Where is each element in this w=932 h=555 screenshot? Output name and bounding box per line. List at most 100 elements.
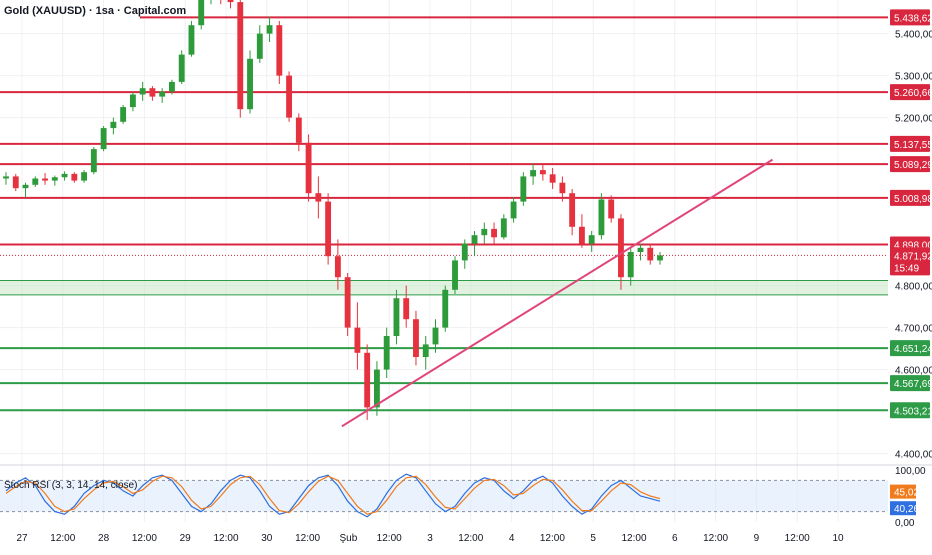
x-tick-label: 12:00 (295, 533, 320, 544)
candle-body (325, 201, 332, 257)
candle-body (71, 173, 78, 181)
candle-body (286, 75, 293, 118)
level-price-label: 4.503,21 (894, 406, 932, 417)
level-price-label-bg (890, 135, 930, 152)
candle-body (22, 184, 29, 189)
candle-body (247, 58, 253, 110)
candle-body (354, 327, 361, 353)
stoch-y-tick-label: 100,00 (895, 466, 926, 477)
y-tick-label: 4.700,00 (895, 324, 932, 335)
stoch-title: Stoch RSI (3, 3, 14, 14, close) (4, 480, 137, 491)
candle-body (530, 170, 537, 177)
level-price-label: 5.089,29 (894, 160, 932, 171)
candle-body (227, 0, 234, 3)
x-tick-label: 6 (672, 533, 678, 544)
candle-body (169, 81, 175, 92)
x-tick-label: 29 (180, 533, 192, 544)
candle-body (452, 260, 458, 290)
candle-body (491, 228, 497, 238)
candle-body (383, 336, 390, 370)
last-price-label-bg (890, 247, 930, 276)
candle-body (120, 107, 127, 122)
candle-body (657, 255, 663, 261)
level-price-label: 5.438,62 (894, 13, 932, 24)
candle-body (471, 235, 478, 244)
candle-body (315, 193, 322, 202)
candle-body (627, 252, 634, 278)
x-tick-label: 12:00 (377, 533, 402, 544)
candle-body (500, 218, 507, 238)
x-tick-label: 12:00 (50, 533, 75, 544)
candle-body (61, 173, 68, 178)
level-price-label: 5.137,55 (894, 140, 932, 151)
candle-body (42, 178, 48, 181)
level-price-label: 5.008,98 (894, 194, 932, 205)
candle-body (569, 193, 576, 227)
level-price-label-bg (890, 9, 930, 26)
x-tick-label: 12:00 (458, 533, 483, 544)
candle-body (588, 235, 595, 244)
candle-body (344, 277, 351, 328)
candle-body (422, 344, 429, 357)
candle-body (403, 298, 410, 320)
candle-body (276, 25, 283, 76)
candle-body (520, 176, 527, 202)
candle-body (549, 174, 556, 183)
stoch-value-label: 40,26 (894, 504, 919, 515)
y-tick-label: 5.200,00 (895, 114, 932, 125)
x-tick-label: 12:00 (213, 533, 238, 544)
level-price-label-bg (890, 84, 930, 101)
candle-body (608, 199, 615, 219)
level-price-label-bg (890, 156, 930, 173)
candle-body (266, 25, 273, 34)
x-tick-label: 12:00 (785, 533, 810, 544)
candle-body (198, 0, 205, 26)
candle-body (159, 91, 166, 97)
x-tick-label: 27 (16, 533, 28, 544)
y-tick-label: 4.400,00 (895, 450, 932, 461)
candle-body (100, 128, 107, 150)
candle-body (481, 228, 488, 236)
candle-body (637, 247, 644, 252)
y-tick-label: 5.300,00 (895, 72, 932, 83)
candle-body (539, 170, 546, 175)
candle-body (3, 176, 9, 179)
candle-body (578, 226, 585, 244)
candle-body (12, 176, 19, 189)
candle-body (510, 201, 517, 219)
candle-body (559, 182, 566, 194)
stoch-series-D (5, 475, 661, 515)
candle-body (81, 172, 88, 181)
x-tick-label: 28 (98, 533, 110, 544)
level-price-label: 5.260,66 (894, 88, 932, 99)
x-tick-label: 12:00 (703, 533, 728, 544)
candle-body (432, 327, 439, 345)
candle-body (461, 243, 468, 261)
x-tick-label: 12:00 (132, 533, 157, 544)
candle-body (647, 247, 654, 261)
candle-body (32, 178, 39, 185)
x-tick-label: 5 (590, 533, 596, 544)
candle-body (51, 177, 58, 181)
candle-body (364, 352, 371, 408)
level-price-label: 4.898,00 (894, 240, 932, 251)
level-price-label: 4.651,24 (894, 344, 932, 355)
candle-body (237, 2, 244, 110)
candle-body (598, 199, 605, 236)
y-tick-label: 5.400,00 (895, 30, 932, 41)
x-tick-label: Şub (340, 533, 358, 544)
x-tick-label: 4 (509, 533, 515, 544)
candle-body (413, 319, 419, 357)
level-price-label-bg (890, 340, 930, 357)
x-tick-label: 3 (427, 533, 433, 544)
candle-body (442, 289, 449, 328)
x-tick-label: 30 (261, 533, 273, 544)
candle-body (149, 88, 156, 97)
y-tick-label: 4.800,00 (895, 282, 932, 293)
level-price-label-bg (890, 189, 930, 206)
level-price-label: 4.567,69 (894, 379, 932, 390)
candle-body (256, 33, 263, 59)
support-zone (0, 280, 888, 295)
